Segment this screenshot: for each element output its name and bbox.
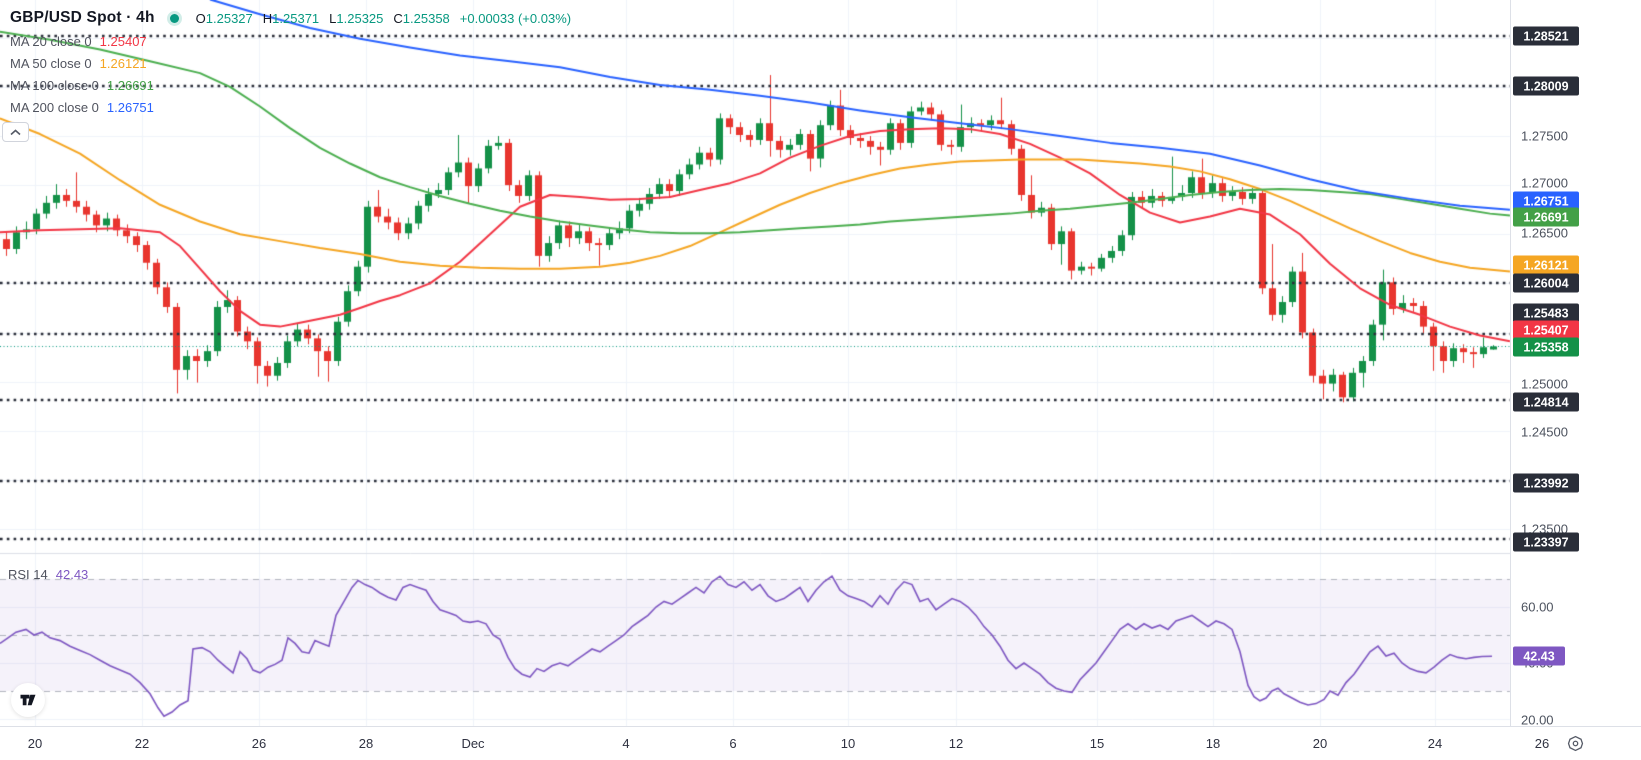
close-label: C [393, 10, 403, 26]
ma-legend-label: MA 20 close 0 [10, 33, 92, 49]
rsi-value-badge: 42.43 [1513, 646, 1565, 666]
time-axis-label: 26 [251, 736, 267, 751]
ma-legend-value: 1.25407 [99, 33, 147, 49]
ma-legend-label: MA 200 close 0 [10, 99, 99, 115]
low-label: L [329, 10, 337, 26]
time-axis-label: 26 [1534, 736, 1550, 751]
ma-legend-row[interactable]: MA 50 close 0 1.26121 [10, 52, 571, 74]
price-axis-badge: 1.24814 [1513, 392, 1579, 412]
time-axis-label: Dec [461, 736, 485, 751]
price-axis-badge: 1.26121 [1513, 255, 1579, 275]
tradingview-logo-icon [20, 694, 36, 706]
collapse-indicators-button[interactable] [2, 122, 29, 142]
price-axis-badge: 1.23992 [1513, 473, 1579, 493]
rsi-legend-value: 42.43 [55, 567, 89, 582]
ma-legend-row[interactable]: MA 200 close 0 1.26751 [10, 96, 571, 118]
close-value: 1.25358 [402, 10, 450, 26]
ma-legend: MA 20 close 0 1.25407 MA 50 close 0 1.26121… [10, 30, 571, 118]
rsi-axis-label: 20.00 [1521, 712, 1554, 728]
rsi-legend[interactable]: RSI 14 42.43 [8, 567, 88, 582]
low-value: 1.25325 [336, 10, 384, 26]
time-axis-label: 12 [948, 736, 964, 751]
rsi-legend-label: RSI 14 [8, 567, 48, 582]
settings-gear-icon[interactable] [1563, 731, 1587, 755]
gear-glyph [1567, 735, 1583, 751]
ma-legend-row[interactable]: MA 100 close 0 1.26691 [10, 74, 571, 96]
time-axis-label: 15 [1089, 736, 1105, 751]
ma-legend-row[interactable]: MA 20 close 0 1.25407 [10, 30, 571, 52]
price-axis-badge: 1.28009 [1513, 76, 1579, 96]
price-scale[interactable]: 1.27500 1.27000 1.26500 1.25000 1.24500 1.235… [1510, 0, 1641, 728]
chevron-up-icon [10, 128, 21, 135]
time-axis-label: 24 [1427, 736, 1443, 751]
price-axis-badge: 1.23397 [1513, 532, 1579, 552]
price-axis-label: 1.25000 [1521, 376, 1568, 392]
price-axis-label: 1.26500 [1521, 225, 1568, 241]
change-value: +0.00033 (+0.03%) [459, 10, 572, 26]
time-axis-label: 28 [358, 736, 374, 751]
price-axis-label: 1.27500 [1521, 128, 1568, 144]
ma-legend-label: MA 100 close 0 [10, 77, 99, 93]
ohlc-values: O1.25327 H1.25371 L1.25325 C1.25358 +0.0… [196, 11, 571, 26]
price-axis-badge: 1.25358 [1513, 337, 1579, 357]
time-axis-label: 4 [622, 736, 630, 751]
price-axis-label: 1.27000 [1521, 175, 1568, 191]
high-value: 1.25371 [272, 10, 320, 26]
rsi-axis-label: 60.00 [1521, 599, 1554, 615]
open-value: 1.25327 [205, 10, 253, 26]
price-axis-badge: 1.26751 [1513, 191, 1579, 211]
price-axis-badge: 1.25483 [1513, 303, 1579, 323]
open-label: O [195, 10, 206, 26]
price-axis-badge: 1.26691 [1513, 207, 1579, 227]
time-axis-label: 10 [840, 736, 856, 751]
time-axis-label: 20 [1312, 736, 1328, 751]
price-axis-badge: 1.26004 [1513, 273, 1579, 293]
chart-legend: GBP/USD Spot · 4h O1.25327 H1.25371 L1.2… [10, 6, 571, 118]
price-axis-badge: 1.25407 [1513, 320, 1579, 340]
time-axis-label: 6 [729, 736, 737, 751]
ma-legend-value: 1.26751 [106, 99, 154, 115]
symbol-title[interactable]: GBP/USD Spot · 4h [10, 9, 155, 26]
time-axis-label: 18 [1205, 736, 1221, 751]
high-label: H [262, 10, 273, 26]
tradingview-logo[interactable] [11, 683, 45, 717]
ma-legend-value: 1.26691 [106, 77, 154, 93]
market-status-icon[interactable] [166, 10, 182, 26]
price-axis-badge: 1.28521 [1513, 26, 1579, 46]
time-axis-label: 20 [27, 736, 43, 751]
time-axis-label: 22 [134, 736, 150, 751]
time-scale[interactable]: 20 22 26 28 Dec 4 6 10 12 15 18 20 24 26 [0, 726, 1641, 760]
price-axis-label: 1.24500 [1521, 424, 1568, 440]
ma-legend-label: MA 50 close 0 [10, 55, 92, 71]
ma-legend-value: 1.26121 [99, 55, 147, 71]
